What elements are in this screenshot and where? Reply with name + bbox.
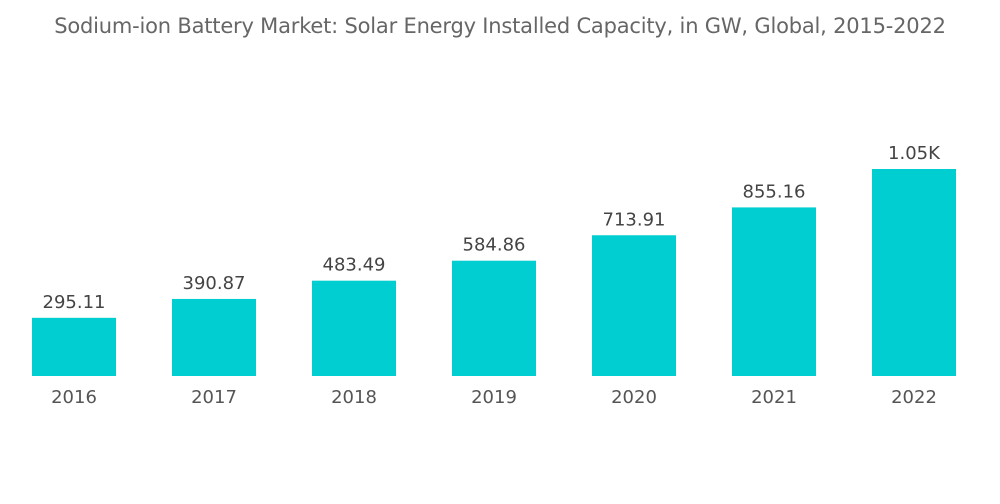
bar-2018	[312, 280, 396, 376]
bars-group	[32, 169, 956, 376]
value-label-2019: 584.86	[463, 235, 526, 256]
bar-2022	[872, 169, 956, 376]
value-label-2021: 855.16	[743, 181, 806, 202]
bar-2021	[732, 207, 816, 376]
bar-2017	[172, 298, 256, 376]
x-tick-label-2021: 2021	[751, 387, 797, 408]
bar-2016	[32, 317, 116, 376]
x-tick-label-2022: 2022	[891, 387, 937, 408]
value-label-2020: 713.91	[603, 209, 666, 230]
x-tick-label-2017: 2017	[191, 387, 237, 408]
value-label-2022: 1.05K	[888, 143, 941, 164]
x-tick-label-2016: 2016	[51, 387, 97, 408]
value-labels-group: 295.11 390.87 483.49 584.86 713.91 855.16 1.05…	[43, 143, 942, 313]
bar-2019	[452, 260, 536, 376]
value-label-2018: 483.49	[323, 255, 386, 276]
value-label-2017: 390.87	[183, 273, 246, 294]
bar-2020	[592, 235, 676, 376]
x-tick-label-2018: 2018	[331, 387, 377, 408]
x-tick-label-2019: 2019	[471, 387, 517, 408]
x-tick-labels-group: 2016 2017 2018 2019 2020 2021 2022	[51, 387, 937, 408]
value-label-2016: 295.11	[43, 292, 106, 313]
chart-title: Sodium-ion Battery Market: Solar Energy …	[54, 14, 946, 38]
x-tick-label-2020: 2020	[611, 387, 657, 408]
